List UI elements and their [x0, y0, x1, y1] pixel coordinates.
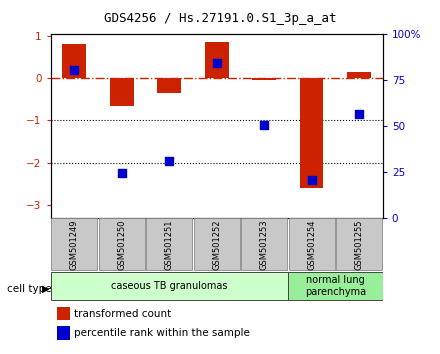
Text: GSM501254: GSM501254: [307, 219, 316, 269]
Bar: [300, 78, 323, 188]
Point: [260, 122, 268, 127]
Bar: [51, 272, 288, 300]
Text: caseous TB granulomas: caseous TB granulomas: [111, 281, 227, 291]
Text: normal lung
parenchyma: normal lung parenchyma: [305, 275, 366, 297]
Text: ▶: ▶: [42, 284, 49, 293]
Bar: [110, 78, 134, 105]
Text: GDS4256 / Hs.27191.0.S1_3p_a_at: GDS4256 / Hs.27191.0.S1_3p_a_at: [104, 12, 336, 25]
Bar: [288, 272, 383, 300]
Text: cell type: cell type: [7, 284, 51, 293]
Bar: [194, 218, 240, 270]
Bar: [51, 218, 97, 270]
Bar: [62, 44, 86, 78]
Bar: [252, 78, 276, 80]
Text: GSM501250: GSM501250: [117, 219, 126, 269]
Bar: [289, 218, 335, 270]
Point: [213, 61, 220, 66]
Bar: [336, 218, 382, 270]
Bar: [99, 218, 145, 270]
Point: [166, 158, 173, 164]
Text: GSM501253: GSM501253: [260, 219, 269, 270]
Bar: [241, 218, 287, 270]
Bar: [158, 78, 181, 93]
Text: GSM501249: GSM501249: [70, 219, 79, 269]
Point: [356, 111, 363, 117]
Bar: [347, 72, 371, 78]
Bar: [205, 42, 228, 78]
Text: GSM501255: GSM501255: [355, 219, 363, 269]
Text: GSM501251: GSM501251: [165, 219, 174, 269]
Point: [118, 170, 125, 176]
Text: percentile rank within the sample: percentile rank within the sample: [74, 328, 250, 338]
Bar: [146, 218, 192, 270]
Point: [308, 177, 315, 182]
Point: [71, 67, 78, 73]
Text: transformed count: transformed count: [74, 309, 171, 319]
Text: GSM501252: GSM501252: [212, 219, 221, 269]
